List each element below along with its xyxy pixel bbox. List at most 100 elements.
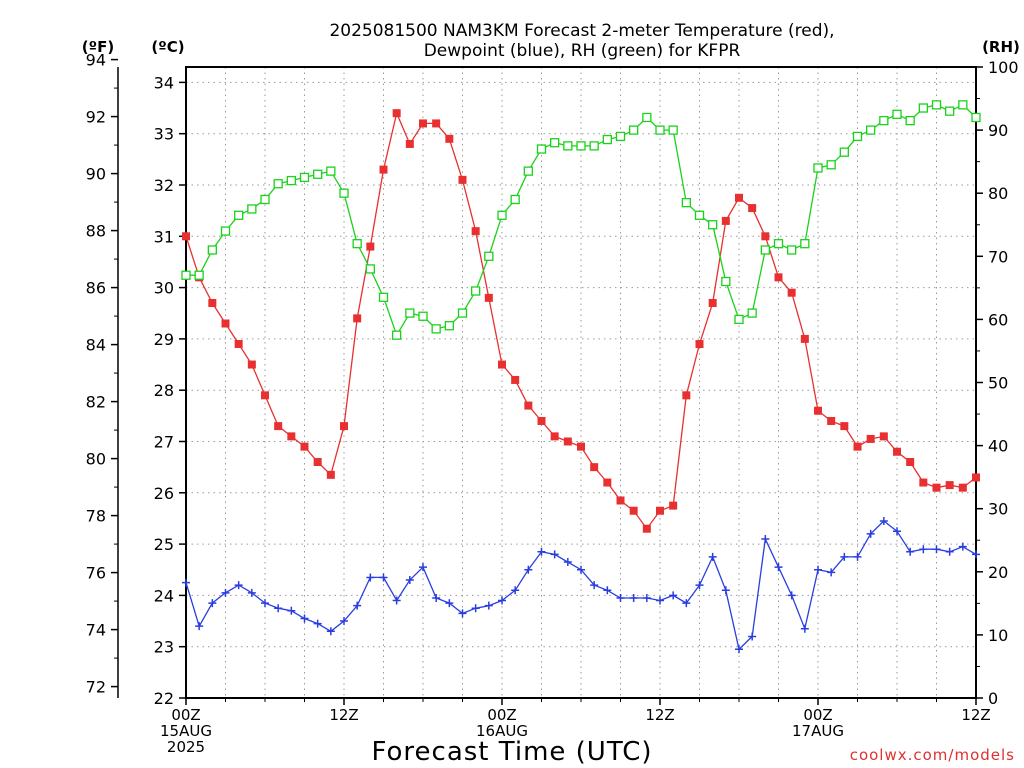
rh-point	[286, 175, 296, 186]
rh-point	[339, 188, 349, 198]
dewpoint-point	[458, 609, 467, 618]
dewpoint-point	[879, 517, 888, 526]
temperature-point	[392, 109, 401, 118]
dewpoint-point	[563, 558, 572, 567]
temperature-point	[814, 406, 822, 415]
temperature-point	[708, 298, 717, 307]
x-tick-label: 2025	[167, 738, 205, 756]
rh-point	[260, 194, 270, 205]
rh-point	[352, 239, 362, 249]
rh-point	[523, 166, 533, 176]
rh-point	[576, 141, 586, 151]
fahrenheit-tick-label: 90	[86, 165, 106, 184]
rh-tick-label: 30	[988, 500, 1008, 519]
dewpoint-point	[958, 542, 967, 551]
temperature-point	[353, 314, 362, 323]
dewpoint-point	[471, 604, 480, 613]
rh-point	[431, 324, 441, 334]
dewpoint-point	[379, 573, 388, 582]
temperature-point	[695, 340, 704, 349]
x-tick-label: 00Z	[171, 706, 200, 724]
celsius-tick-label: 32	[154, 176, 174, 195]
temperature-point	[326, 470, 335, 479]
unit-label-rh: (RH)	[982, 38, 1020, 56]
dewpoint-point	[300, 614, 309, 623]
dewpoint-point	[682, 599, 691, 608]
rh-point	[299, 172, 310, 183]
rh-point	[207, 245, 217, 255]
dewpoint-point	[669, 591, 678, 600]
rh-point	[418, 311, 428, 321]
rh-point	[734, 314, 744, 325]
rh-point	[471, 286, 481, 296]
celsius-tick-label: 28	[154, 381, 174, 400]
temperature-point	[287, 432, 296, 441]
fahrenheit-tick-label: 78	[86, 507, 106, 526]
rh-point	[405, 308, 415, 318]
x-tick-label: 15AUG	[160, 722, 212, 740]
dewpoint-point	[906, 547, 915, 556]
temperature-point	[879, 432, 888, 441]
dewpoint-point	[221, 588, 230, 597]
fahrenheit-tick-label: 86	[86, 279, 106, 298]
rh-point	[234, 210, 244, 220]
temperature-point	[550, 432, 559, 441]
dewpoint-point	[590, 581, 599, 590]
axes: 72 74 76 78 80 82 84 86 88 90 92 94 22 23 24 25 26 27 28 29…	[86, 51, 1019, 756]
temperature-point	[800, 334, 809, 343]
celsius-tick-label: 25	[154, 535, 174, 554]
dewpoint-point	[577, 565, 585, 574]
celsius-tick-label: 27	[154, 432, 174, 451]
rh-point	[905, 115, 915, 126]
fahrenheit-tick-label: 76	[86, 564, 106, 583]
temperature-point	[563, 437, 572, 446]
fahrenheit-tick-label: 94	[86, 51, 106, 70]
dewpoint-point	[800, 624, 809, 633]
dewpoint-point	[629, 593, 638, 602]
dewpoint-point	[340, 617, 348, 626]
temperature-point	[656, 506, 664, 515]
dewpoint-point	[840, 552, 849, 561]
rh-point	[971, 112, 981, 123]
dewpoint-point	[748, 632, 757, 641]
rh-point	[194, 270, 204, 280]
rh-point	[273, 179, 283, 189]
rh-point	[563, 141, 573, 151]
dewpoint-point	[182, 578, 190, 587]
rh-point	[787, 245, 797, 255]
rh-point	[629, 125, 639, 135]
rh-tick-label: 10	[988, 626, 1008, 645]
rh-point	[747, 308, 757, 318]
temperature-point	[735, 193, 743, 202]
x-tick-label: 17AUG	[792, 722, 844, 740]
rh-point	[536, 144, 547, 154]
chart-title-line1: 2025081500 NAM3KM Forecast 2-meter Tempe…	[329, 21, 834, 41]
dewpoint-point	[537, 547, 546, 556]
dewpoint-point	[774, 563, 783, 572]
dewpoint-point	[208, 599, 217, 608]
temperature-point	[590, 463, 599, 472]
temperature-point	[537, 416, 546, 425]
dewpoint-point	[353, 601, 362, 610]
rh-point	[484, 251, 494, 261]
temperature-point	[919, 478, 928, 487]
temperature-point	[629, 506, 638, 515]
celsius-tick-label: 30	[154, 279, 174, 298]
temperature-point	[274, 422, 283, 431]
temperature-point	[511, 375, 520, 384]
fahrenheit-tick-label: 92	[86, 108, 106, 127]
dewpoint-point	[695, 581, 704, 590]
temperature-point	[853, 442, 862, 451]
x-axis-label: Forecast Time (UTC)	[371, 737, 652, 767]
dewpoint-point	[708, 552, 717, 561]
rh-tick-label: 60	[988, 310, 1008, 329]
temperature-point	[616, 496, 625, 505]
dewpoint-point	[432, 593, 441, 602]
dewpoint-point	[261, 599, 269, 608]
rh-point	[866, 125, 876, 135]
fahrenheit-tick-label: 72	[86, 678, 106, 697]
dewpoint-point	[195, 622, 204, 631]
rh-point	[958, 100, 968, 110]
dewpoint-point	[735, 645, 743, 654]
rh-tick-label: 0	[988, 689, 998, 708]
